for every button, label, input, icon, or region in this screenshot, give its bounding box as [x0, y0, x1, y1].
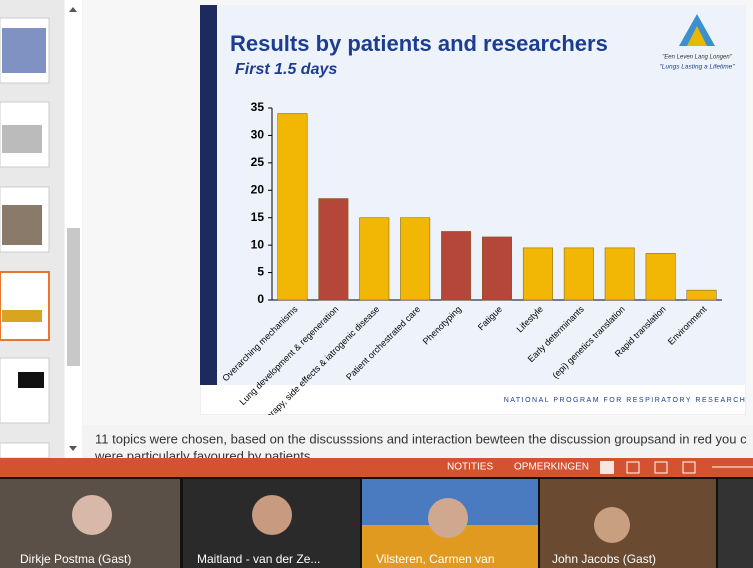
participant-name: Dirkje Postma (Gast) — [20, 552, 131, 566]
participant-name: Vilsteren, Carmen van — [376, 552, 495, 566]
bar — [400, 217, 431, 301]
scroll-thumb[interactable] — [67, 228, 80, 366]
bar — [604, 247, 635, 301]
thumbnail-content — [2, 205, 42, 245]
view-button[interactable] — [600, 461, 614, 474]
y-tick-label: 5 — [257, 265, 264, 279]
view-button[interactable] — [682, 461, 696, 474]
y-tick-label: 10 — [251, 237, 265, 251]
bar — [441, 231, 472, 301]
bar — [645, 253, 676, 301]
scroll-up[interactable] — [69, 7, 77, 12]
thumbnail-content — [2, 125, 42, 153]
video-tile — [718, 479, 753, 568]
logo-text: "Lungs Lasting a Lifetime" — [659, 64, 735, 71]
scroll-down[interactable] — [69, 446, 77, 451]
bar — [563, 247, 594, 301]
bar — [318, 198, 349, 301]
thumbnail[interactable] — [0, 442, 50, 459]
y-tick-label: 30 — [251, 128, 265, 142]
participant-face — [252, 495, 292, 535]
slide-title: Results by patients and researchers — [230, 31, 608, 56]
thumbnail-content — [2, 310, 42, 322]
view-button[interactable] — [626, 461, 640, 474]
participant-face — [594, 507, 630, 543]
thumbnail-content — [2, 28, 46, 73]
logo-text: "Een Leven Lang Longen" — [662, 55, 733, 61]
slide-subtitle: First 1.5 days — [235, 61, 337, 78]
bar — [482, 236, 512, 301]
thumbnail-content — [18, 372, 44, 388]
participant-name: John Jacobs (Gast) — [552, 552, 656, 566]
status-bar — [0, 458, 753, 477]
comments-button[interactable]: OPMERKINGEN — [514, 462, 589, 473]
slide-footer: NATIONAL PROGRAM FOR RESPIRATORY RESEARC… — [504, 397, 747, 404]
y-tick-label: 35 — [251, 100, 265, 114]
notes-button[interactable]: NOTITIES — [447, 462, 493, 473]
slide-bar — [200, 5, 217, 385]
participant-face — [428, 498, 468, 538]
notes-text: 11 topics were chosen, based on the disc… — [95, 431, 747, 446]
bar — [277, 113, 308, 301]
participant-face — [72, 495, 112, 535]
y-tick-label: 25 — [251, 155, 265, 169]
y-tick-label: 15 — [251, 210, 265, 224]
logo — [687, 26, 707, 46]
y-tick-label: 20 — [251, 182, 265, 196]
thumbnail[interactable] — [0, 357, 50, 424]
view-button[interactable] — [654, 461, 668, 474]
bar — [359, 217, 390, 301]
y-tick-label: 0 — [257, 292, 264, 306]
participant-name: Maitland - van der Ze... — [197, 552, 320, 566]
bar — [522, 247, 553, 301]
thumbnail-selected[interactable] — [0, 271, 50, 341]
bar — [686, 289, 717, 301]
